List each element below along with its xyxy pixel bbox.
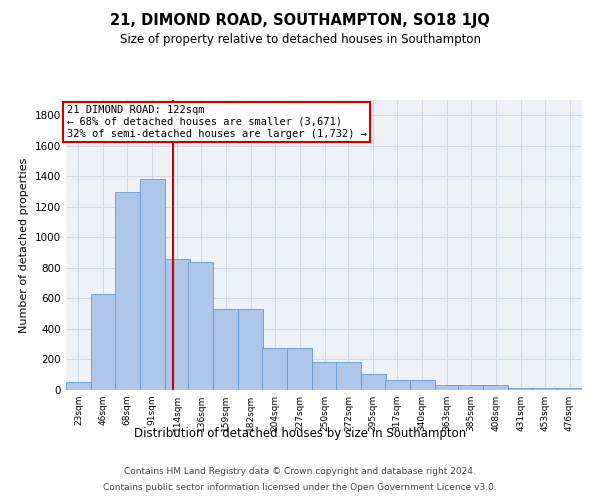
Bar bbox=[385, 380, 410, 390]
Bar bbox=[484, 384, 508, 390]
Text: Contains HM Land Registry data © Crown copyright and database right 2024.: Contains HM Land Registry data © Crown c… bbox=[124, 468, 476, 476]
Bar bbox=[557, 388, 582, 390]
Bar bbox=[262, 348, 287, 390]
Bar bbox=[66, 382, 91, 390]
Bar bbox=[91, 294, 116, 390]
Text: Contains public sector information licensed under the Open Government Licence v3: Contains public sector information licen… bbox=[103, 482, 497, 492]
Bar bbox=[361, 374, 386, 390]
Bar bbox=[164, 258, 190, 390]
Text: 21, DIMOND ROAD, SOUTHAMPTON, SO18 1JQ: 21, DIMOND ROAD, SOUTHAMPTON, SO18 1JQ bbox=[110, 12, 490, 28]
Bar bbox=[238, 309, 263, 390]
Bar bbox=[532, 388, 557, 390]
Bar bbox=[115, 192, 140, 390]
Bar bbox=[312, 362, 337, 390]
Bar bbox=[188, 262, 214, 390]
Y-axis label: Number of detached properties: Number of detached properties bbox=[19, 158, 29, 332]
Text: Distribution of detached houses by size in Southampton: Distribution of detached houses by size … bbox=[134, 428, 466, 440]
Bar bbox=[508, 388, 533, 390]
Text: 21 DIMOND ROAD: 122sqm
← 68% of detached houses are smaller (3,671)
32% of semi-: 21 DIMOND ROAD: 122sqm ← 68% of detached… bbox=[67, 106, 367, 138]
Text: Size of property relative to detached houses in Southampton: Size of property relative to detached ho… bbox=[119, 32, 481, 46]
Bar bbox=[336, 362, 361, 390]
Bar bbox=[434, 384, 460, 390]
Bar bbox=[214, 309, 238, 390]
Bar bbox=[287, 348, 312, 390]
Bar bbox=[140, 180, 164, 390]
Bar bbox=[458, 384, 484, 390]
Bar bbox=[410, 380, 434, 390]
